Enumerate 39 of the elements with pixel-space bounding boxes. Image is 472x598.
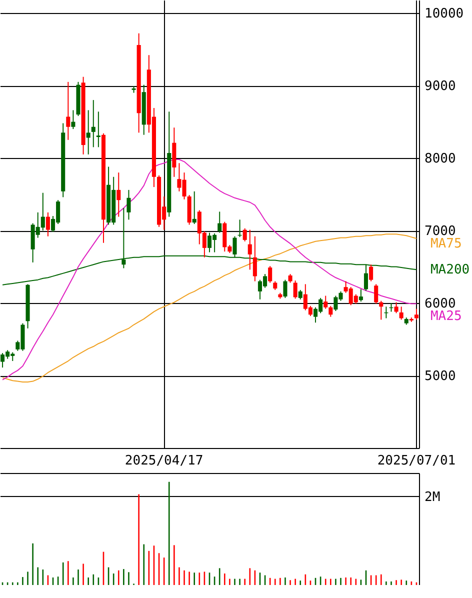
candlestick (268, 266, 272, 284)
candlestick (298, 289, 302, 300)
y-tick-label: 9000 (424, 79, 456, 94)
candlestick (394, 302, 398, 314)
candlestick (358, 288, 363, 302)
candlestick (242, 228, 247, 242)
candlestick (328, 305, 333, 318)
x-tick-label: 2025/04/17 (124, 454, 204, 468)
candlestick (293, 280, 298, 300)
candlestick (116, 172, 121, 218)
line-series (2, 158, 417, 380)
candlestick (91, 100, 96, 148)
y-tick-label: 8000 (424, 152, 456, 167)
candlestick (46, 212, 50, 237)
candlestick (86, 110, 90, 155)
series-label: MA75 (430, 236, 462, 252)
candlestick (369, 264, 374, 282)
candlestick (96, 111, 100, 148)
series-label: MA25 (430, 309, 462, 324)
x-tick-label: 2025/07/01 (377, 454, 456, 468)
series-label: MA200 (430, 262, 470, 278)
candlestick (399, 306, 404, 320)
candlestick (192, 190, 196, 224)
candlestick (126, 189, 131, 220)
y-tick-label: 5000 (424, 369, 456, 384)
line-series (2, 234, 417, 383)
y-tick-label: 2M (424, 490, 440, 505)
y-tick-label: 7000 (424, 224, 456, 240)
candlestick (66, 81, 70, 140)
candlestick (283, 279, 288, 298)
candlestick (379, 300, 384, 320)
candlestick (414, 308, 418, 320)
candlestick (248, 229, 252, 270)
candlestick (374, 284, 378, 304)
candlestick (218, 211, 222, 234)
candlestick (71, 110, 76, 130)
candlestick (252, 236, 257, 282)
y-tick-label: 10000 (424, 6, 464, 22)
candlestick (324, 295, 328, 310)
